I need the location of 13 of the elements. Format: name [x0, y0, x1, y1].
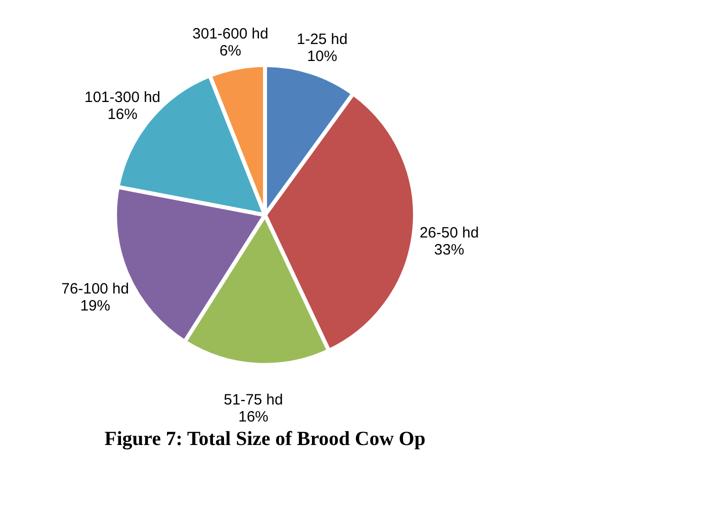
data-label: 6%	[219, 42, 242, 60]
slice-label: 1-25 hd	[296, 31, 348, 48]
data-label: 16%	[238, 408, 268, 426]
data-label: 33%	[434, 241, 464, 258]
slice-label: 51-75 hd	[224, 392, 283, 409]
data-label: 19%	[80, 297, 110, 314]
slice-label: 76-100 hd	[61, 280, 129, 298]
slice-label: 26-50 hd	[420, 224, 479, 242]
slice-label: 101-300 hd	[84, 89, 160, 106]
slice-label: 301-600 hd	[192, 25, 268, 42]
data-label: 16%	[107, 106, 138, 124]
data-label: 10%	[307, 48, 338, 66]
text: Figure 7: Total Size of Brood Cow Op	[104, 428, 426, 450]
